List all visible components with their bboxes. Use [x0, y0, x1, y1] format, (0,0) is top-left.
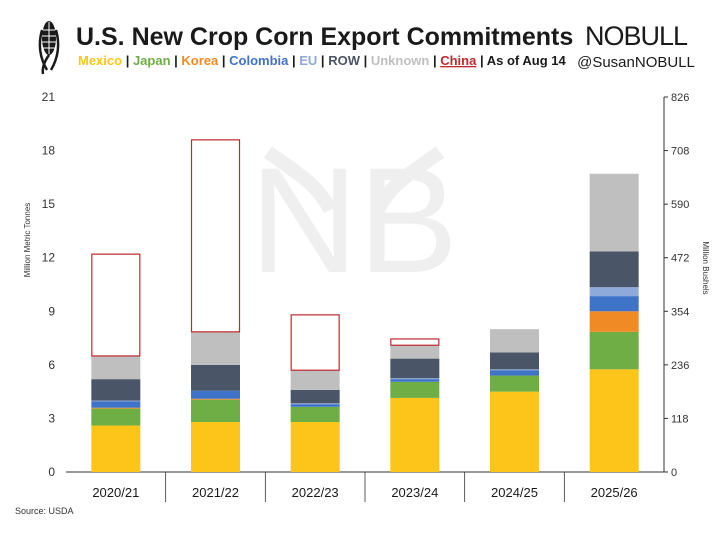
legend-separator: | — [429, 53, 440, 68]
bar-eu-2020-21 — [91, 400, 141, 402]
bar-japan-2021-22 — [191, 399, 240, 422]
x-tick-label: 2023/24 — [391, 485, 438, 500]
bar-japan-2024-25 — [490, 375, 539, 392]
legend-item-japan: Japan — [133, 53, 171, 68]
y-tick-label: 9 — [48, 304, 55, 318]
bar-china-2020-21 — [91, 253, 141, 357]
y-tick-label-right: 118 — [671, 413, 689, 425]
legend-separator: | — [122, 53, 133, 68]
bar-colombia-2025-26 — [589, 296, 639, 312]
watermark-text: NB — [250, 136, 458, 304]
source-note: Source: USDA — [15, 506, 74, 516]
legend-item-eu: EU — [299, 53, 317, 68]
y-axis-label: Million Metric Tonnes — [23, 203, 32, 278]
bar-row-2021-22 — [191, 364, 240, 391]
y-tick-label-right: 826 — [671, 92, 689, 104]
bar-eu-2024-25 — [490, 369, 539, 371]
bar-japan-2025-26 — [589, 331, 639, 370]
watermark-logo: NB — [250, 136, 458, 304]
legend-as-of: As of Aug 14 — [487, 53, 567, 68]
y-tick-label: 15 — [42, 197, 56, 211]
y-tick-label: 12 — [42, 251, 56, 265]
legend-item-colombia: Colombia — [229, 53, 289, 68]
y-tick-label: 3 — [48, 411, 55, 425]
bar-unknown-2024-25 — [490, 329, 539, 353]
legend-item-row: ROW — [328, 53, 361, 68]
bar-mexico-2020-21 — [91, 425, 141, 472]
bar-colombia-2021-22 — [191, 390, 240, 399]
bar-colombia-2020-21 — [91, 401, 141, 408]
bar-unknown-2023-24 — [390, 345, 440, 359]
bar-row-2024-25 — [490, 352, 539, 370]
bar-china-2021-22 — [190, 139, 241, 333]
legend-separator: | — [171, 53, 182, 68]
brand-logo: NOBULL — [585, 21, 688, 51]
bar-row-2022-23 — [290, 389, 340, 404]
x-tick-label: 2020/21 — [92, 485, 139, 500]
legend-item-china: China — [440, 53, 477, 68]
legend-item-mexico: Mexico — [78, 53, 122, 68]
bar-unknown-2022-23 — [290, 370, 340, 390]
bar-colombia-2022-23 — [290, 404, 340, 407]
bar-mexico-2024-25 — [490, 391, 539, 472]
x-tick-label: 2021/22 — [192, 485, 239, 500]
bar-eu-2022-23 — [290, 403, 340, 405]
bar-korea-2025-26 — [589, 311, 639, 332]
bars — [91, 139, 639, 472]
bar-japan-2020-21 — [91, 408, 141, 426]
brand-handle: @SusanNOBULL — [577, 54, 695, 71]
bar-eu-2023-24 — [390, 378, 440, 380]
bar-colombia-2023-24 — [390, 379, 440, 382]
bar-unknown-2025-26 — [589, 173, 639, 252]
bar-row-2020-21 — [91, 379, 141, 401]
chart-title: U.S. New Crop Corn Export Commitments — [76, 23, 573, 51]
bar-mexico-2022-23 — [290, 422, 340, 472]
y-tick-label: 21 — [42, 90, 56, 104]
y-tick-label-right: 590 — [671, 199, 689, 211]
legend-separator: | — [218, 53, 229, 68]
bar-korea-2021-22 — [191, 398, 240, 400]
bar-unknown-2020-21 — [91, 355, 141, 380]
y-tick-label-right: 354 — [671, 306, 689, 318]
bar-japan-2023-24 — [390, 381, 440, 398]
bar-row-2025-26 — [589, 251, 639, 288]
x-axis-ticks: 2020/21 2021/22 2022/23 2023/24 2024/25 2025/… — [92, 472, 638, 502]
y-tick-label: 6 — [48, 358, 55, 372]
y-tick-label: 0 — [48, 465, 55, 479]
y-tick-label-right: 236 — [671, 360, 689, 372]
y-tick-label: 18 — [42, 144, 56, 158]
bar-colombia-2024-25 — [490, 370, 539, 376]
y-axis-ticks: 0 3 6 9 12 15 18 21 — [42, 90, 56, 479]
y-tick-label-right: 708 — [671, 146, 689, 158]
bar-mexico-2025-26 — [589, 369, 639, 472]
bar-eu-2025-26 — [589, 287, 639, 297]
legend-separator: | — [317, 53, 328, 68]
legend: Mexico | Japan | Korea | Colombia | EU |… — [78, 53, 566, 68]
x-tick-label: 2025/26 — [591, 485, 638, 500]
y-axis-ticks-right: 0 118 236 354 472 590 708 826 — [664, 92, 689, 479]
x-tick-label: 2024/25 — [491, 485, 538, 500]
bar-japan-2022-23 — [290, 406, 340, 422]
bar-china-2023-24 — [390, 338, 440, 346]
corn-icon — [38, 21, 60, 75]
bar-china-2022-23 — [290, 314, 340, 371]
legend-item-unknown: Unknown — [371, 53, 430, 68]
legend-separator: | — [476, 53, 486, 68]
bar-row-2023-24 — [390, 358, 440, 379]
bar-unknown-2021-22 — [191, 331, 240, 365]
bar-mexico-2023-24 — [390, 397, 440, 472]
y-tick-label-right: 0 — [671, 467, 677, 479]
legend-item-korea: Korea — [181, 53, 219, 68]
bar-mexico-2021-22 — [191, 422, 240, 472]
x-tick-label: 2022/23 — [292, 485, 339, 500]
legend-separator: | — [360, 53, 371, 68]
legend-separator: | — [288, 53, 299, 68]
bar-korea-2020-21 — [91, 407, 141, 409]
y-axis-label-right: Million Bushels — [701, 241, 710, 294]
y-tick-label-right: 472 — [671, 253, 689, 265]
